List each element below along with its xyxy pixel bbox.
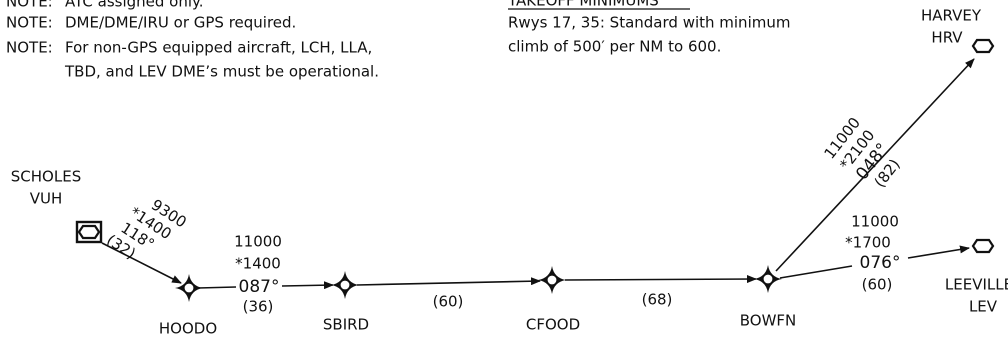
takeoff-text: Rwys 17, 35: Standard with minimum <box>508 14 790 32</box>
leg-course: 087° <box>239 277 280 297</box>
note-text: ATC assigned only. <box>65 0 204 11</box>
navaid-name: SCHOLES <box>11 168 81 186</box>
leg-altitude: 11000 <box>234 233 282 251</box>
route-line <box>779 265 853 279</box>
leg-labels: 9300 *1400 118° (32) <box>103 196 190 263</box>
fix-name: SBIRD <box>323 316 369 334</box>
navaid-symbol <box>971 38 995 54</box>
fix-symbol <box>537 265 567 295</box>
leg-distance: (60) <box>862 276 893 294</box>
leg-distance: (60) <box>433 293 464 311</box>
navaid-id: HRV <box>931 29 963 47</box>
route-line <box>907 245 970 259</box>
note-label: NOTE: <box>6 0 53 11</box>
leg-course: 076° <box>860 253 901 273</box>
leg-labels: 11000 *2100 048° (82) <box>820 114 903 191</box>
fix-name: CFOOD <box>526 316 580 334</box>
route-line <box>197 286 237 289</box>
leg-min-altitude: *1400 <box>235 255 281 273</box>
navaid-id: LEV <box>969 298 998 316</box>
note-text: DME/DME/IRU or GPS required. <box>65 14 296 32</box>
navaid-name: HARVEY <box>921 7 982 25</box>
takeoff-title: TAKEOFF MINIMUMS <box>507 0 659 10</box>
leg-min-altitude: *1700 <box>845 234 891 252</box>
note-text: TBD, and LEV DME’s must be operational. <box>64 63 379 81</box>
note-label: NOTE: <box>6 14 53 32</box>
route-line <box>281 281 334 290</box>
takeoff-text: climb of 500′ per NM to 600. <box>508 38 721 56</box>
leg-distance: (36) <box>243 298 274 316</box>
route-line <box>775 58 975 272</box>
navaid-symbol <box>77 224 101 240</box>
navaid-symbol <box>971 238 995 254</box>
fix-symbol <box>330 270 360 300</box>
leg-altitude: 11000 <box>851 213 899 231</box>
route-line <box>564 275 757 284</box>
vortac-box <box>75 220 103 244</box>
leg-distance: (68) <box>642 291 673 309</box>
note-label: NOTE: <box>6 39 53 57</box>
navaid-id: VUH <box>30 190 63 208</box>
fix-symbol <box>174 273 204 303</box>
route-line <box>101 242 182 284</box>
navaid-name: LEEVILLE <box>945 276 1008 294</box>
fix-name: HOODO <box>159 320 217 338</box>
note-text: For non-GPS equipped aircraft, LCH, LLA, <box>65 39 372 57</box>
route-line <box>356 277 541 286</box>
fix-name: BOWFN <box>740 312 797 330</box>
